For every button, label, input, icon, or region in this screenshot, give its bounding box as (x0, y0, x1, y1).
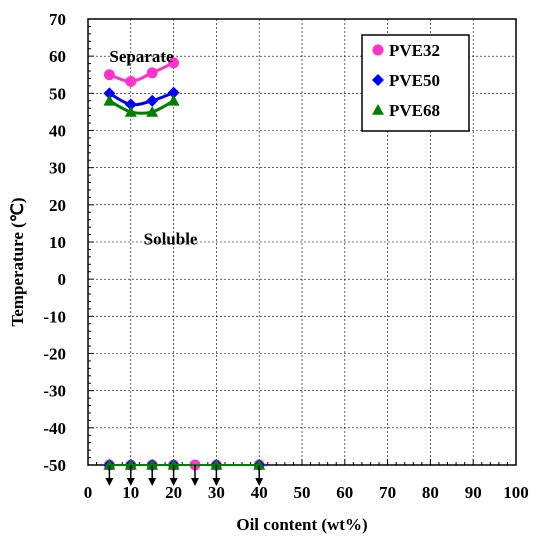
data-point (103, 87, 116, 100)
x-tick-label: 100 (503, 483, 529, 502)
series-pve50 (103, 86, 266, 471)
y-tick-label: -10 (43, 307, 66, 326)
y-tick-label: 70 (49, 10, 66, 29)
data-point (124, 105, 137, 117)
data-point (146, 105, 159, 117)
data-point (167, 459, 180, 470)
data-point (210, 459, 223, 470)
legend-marker (372, 104, 384, 115)
y-tick-label: 60 (49, 47, 66, 66)
x-tick-label: 0 (84, 483, 93, 502)
data-point (146, 94, 159, 107)
y-tick-label: 30 (49, 159, 66, 178)
arrow-head (212, 478, 221, 486)
series-pve32 (103, 57, 265, 471)
x-tick-labels: 0 10 20 30 40 50 60 70 80 90 100 (84, 483, 529, 502)
x-tick-label: 10 (122, 483, 139, 502)
data-point (124, 459, 137, 470)
y-tick-label: -30 (43, 382, 66, 401)
y-tick-label: 40 (49, 122, 66, 141)
arrow-head (191, 478, 199, 486)
below-limit-arrow (105, 465, 114, 486)
below-limit-arrow (255, 465, 264, 486)
legend-marker (372, 74, 384, 86)
legend-label: PVE32 (389, 41, 440, 60)
data-point (103, 94, 116, 106)
x-tick-label: 30 (208, 483, 225, 502)
legend-item-pve32: PVE32 (372, 41, 440, 60)
below-limit-arrows (105, 465, 264, 486)
y-tick-labels: 70 60 50 40 30 20 10 0 -10 -20 -30 -40 -50 (43, 10, 66, 475)
series-pve68 (103, 94, 266, 470)
y-tick-label: 0 (58, 270, 67, 289)
legend-items: PVE32 PVE50 PVE68 (372, 41, 440, 120)
arrow-head (105, 478, 114, 486)
y-tick-label: -40 (43, 419, 66, 438)
x-tick-label: 90 (465, 483, 482, 502)
legend: PVE32 PVE50 PVE68 (361, 34, 470, 132)
arrow-head (169, 478, 178, 486)
arrow-head (148, 478, 157, 486)
data-point (103, 459, 116, 470)
below-limit-arrow (148, 465, 157, 486)
data-point (146, 67, 158, 79)
x-tick-label: 70 (379, 483, 396, 502)
data-point (167, 86, 180, 99)
upper-curve (108, 99, 175, 115)
x-axis-title: Oil content (wt%) (236, 515, 367, 534)
data-point (253, 459, 266, 470)
x-tick-label: 50 (294, 483, 311, 502)
upper-curve (108, 91, 175, 107)
arrow-head (255, 478, 264, 486)
upper-curve (108, 61, 175, 83)
annotation-soluble: Soluble (144, 229, 198, 248)
y-tick-label: 50 (49, 84, 66, 103)
legend-label: PVE68 (389, 101, 440, 120)
x-tick-label: 40 (251, 483, 268, 502)
legend-item-pve68: PVE68 (372, 101, 440, 120)
data-point (124, 98, 137, 111)
annotation-separate: Separate (109, 47, 174, 66)
data-point (167, 94, 180, 106)
y-tick-label: -50 (43, 456, 66, 475)
data-point (103, 69, 115, 81)
below-limit-arrow (126, 465, 135, 486)
legend-marker (372, 44, 384, 56)
series-layer (103, 57, 266, 471)
y-axis-title: Temperature (℃) (8, 197, 27, 326)
below-limit-arrow (191, 465, 199, 486)
arrow-head (126, 478, 135, 486)
y-tick-label: 10 (49, 233, 66, 252)
legend-label: PVE50 (389, 71, 440, 90)
y-tick-label: 20 (49, 196, 66, 215)
below-limit-arrow (212, 465, 221, 486)
data-point (146, 459, 159, 470)
data-point (125, 75, 137, 87)
legend-item-pve50: PVE50 (372, 71, 440, 90)
x-tick-label: 60 (336, 483, 353, 502)
x-tick-label: 80 (422, 483, 439, 502)
annotations: Separate Soluble (109, 47, 198, 248)
x-tick-label: 20 (165, 483, 182, 502)
data-point (168, 57, 180, 69)
below-limit-arrow (169, 465, 178, 486)
y-tick-label: -20 (43, 345, 66, 364)
